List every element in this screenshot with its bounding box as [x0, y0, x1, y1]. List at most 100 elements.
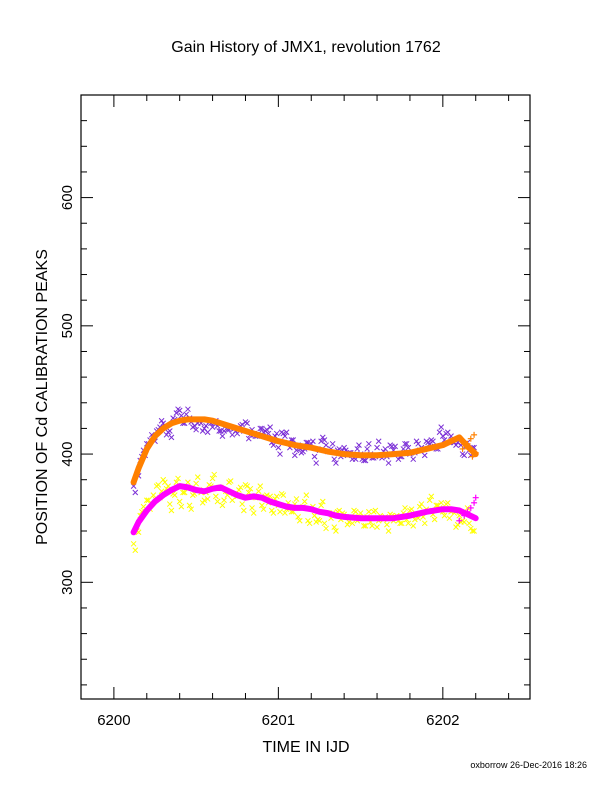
- lower-scatter-point-stroke: [273, 493, 280, 500]
- upper-scatter-point: [439, 433, 446, 439]
- lower-scatter-point: [365, 508, 372, 515]
- lower-scatter-point-stroke: [344, 521, 351, 528]
- upper-scatter-point-stroke: [244, 420, 250, 427]
- orange-plus-marker: [471, 431, 478, 438]
- lower-scatter-point-stroke: [418, 501, 425, 507]
- lower-scatter-point: [249, 505, 255, 511]
- lower-scatter-point: [344, 521, 351, 528]
- lower-scatter-point-stroke: [249, 505, 255, 511]
- lower-scatter-point: [416, 503, 423, 510]
- upper-scatter-point-stroke: [267, 424, 273, 430]
- upper-scatter-point-stroke: [438, 424, 445, 430]
- lower-scatter-point: [410, 523, 417, 529]
- upper-scatter-point-stroke: [323, 442, 329, 448]
- lower-scatter-point-stroke: [293, 496, 300, 502]
- lower-scatter-point-stroke: [316, 517, 323, 524]
- lower-scatter-point: [461, 519, 468, 525]
- upper-scatter-point-stroke: [216, 428, 223, 434]
- lower-scatter-point: [229, 497, 236, 504]
- lower-scatter-point-stroke: [362, 523, 369, 529]
- lower-scatter-point: [132, 547, 139, 554]
- lower-scatter-point-stroke: [268, 507, 275, 514]
- upper-scatter-point-stroke: [273, 430, 280, 437]
- upper-scatter-point-stroke: [385, 460, 392, 466]
- upper-scatter-point-stroke: [275, 444, 282, 451]
- lower-scatter-point-stroke: [295, 514, 301, 520]
- upper-scatter-point-stroke: [277, 451, 283, 457]
- upper-scatter-point: [395, 456, 402, 463]
- lower-scatter-point: [250, 510, 257, 516]
- series-layer: [130, 406, 479, 554]
- lower-scatter-point: [270, 510, 277, 516]
- upper-scatter-point-stroke: [395, 456, 402, 463]
- upper-scatter-point-stroke: [178, 412, 185, 419]
- lower-scatter-point-stroke: [349, 520, 356, 527]
- upper-scatter-point: [430, 438, 436, 445]
- upper-scatter-point-stroke: [183, 411, 190, 418]
- lower-scatter-point-stroke: [385, 528, 392, 534]
- upper-scatter-point-stroke: [166, 428, 173, 434]
- lower-scatter-point-stroke: [204, 496, 211, 502]
- upper-scatter-point: [362, 457, 369, 464]
- lower-scatter-point-stroke: [188, 506, 195, 513]
- lower-scatter-point: [349, 520, 356, 527]
- lower-scatter-point: [319, 498, 326, 505]
- lower-scatter-point-stroke: [426, 497, 433, 504]
- upper-scatter-point-stroke: [421, 452, 428, 459]
- lower-scatter-point: [374, 524, 380, 531]
- upper-scatter-point-stroke: [239, 421, 246, 428]
- lower-scatter-point: [199, 499, 206, 506]
- upper-scatter-point: [245, 435, 252, 442]
- upper-scatter-point: [392, 443, 398, 450]
- upper-scatter-point: [263, 426, 270, 433]
- lower-scatter-point: [316, 517, 323, 524]
- lower-scatter-point: [313, 519, 320, 525]
- lower-scatter-point: [181, 489, 188, 496]
- lower-scatter-point: [244, 483, 250, 489]
- lower-scatter-point-stroke: [160, 476, 167, 483]
- upper-scatter-point-stroke: [259, 425, 265, 432]
- lower-scatter-point-stroke: [181, 489, 188, 496]
- lower-scatter-point: [171, 492, 178, 498]
- lower-scatter-point-stroke: [282, 510, 288, 516]
- lower-scatter-point-stroke: [236, 487, 242, 493]
- lower-scatter-point: [333, 528, 339, 534]
- lower-scatter-point-stroke: [178, 503, 185, 510]
- lower-scatter-point: [185, 479, 191, 486]
- y-tick-label: 400: [59, 442, 76, 467]
- lower-scatter-point: [384, 521, 390, 528]
- upper-scatter-point-stroke: [444, 429, 451, 436]
- upper-scatter-point: [319, 434, 326, 441]
- upper-scatter-point-stroke: [362, 457, 369, 464]
- lower-scatter-point-stroke: [240, 507, 247, 514]
- upper-scatter-point: [270, 442, 277, 448]
- upper-scatter-point: [405, 444, 412, 451]
- lower-scatter-point-stroke: [214, 498, 221, 505]
- y-tick-label: 500: [59, 313, 76, 338]
- lower-scatter-point-stroke: [135, 529, 142, 536]
- lower-scatter-point: [361, 523, 367, 529]
- upper-scatter-point: [361, 457, 367, 464]
- upper-scatter-point-stroke: [430, 438, 436, 445]
- lower-scatter-point: [405, 520, 412, 527]
- lower-scatter-point: [277, 508, 283, 515]
- lower-scatter-point: [385, 528, 392, 534]
- lower-scatter-point: [176, 498, 183, 505]
- upper-scatter-point: [216, 428, 223, 434]
- lower-scatter-point: [178, 503, 185, 510]
- upper-scatter-point-stroke: [375, 438, 382, 445]
- lower-scatter-point: [408, 506, 415, 513]
- lower-scatter-point-stroke: [466, 520, 473, 527]
- lower-scatter-point: [321, 520, 328, 527]
- lower-scatter-point-stroke: [410, 523, 417, 529]
- upper-scatter-point-stroke: [319, 434, 326, 441]
- x-axis-label: TIME IN IJD: [262, 739, 349, 756]
- lower-scatter-point-stroke: [211, 471, 218, 478]
- upper-scatter-point-stroke: [132, 489, 139, 496]
- lower-scatter-point: [428, 493, 435, 500]
- upper-scatter-point-stroke: [321, 437, 328, 443]
- lower-scatter-point: [194, 474, 201, 481]
- upper-scatter-point: [374, 444, 380, 451]
- upper-scatter-point: [413, 438, 420, 445]
